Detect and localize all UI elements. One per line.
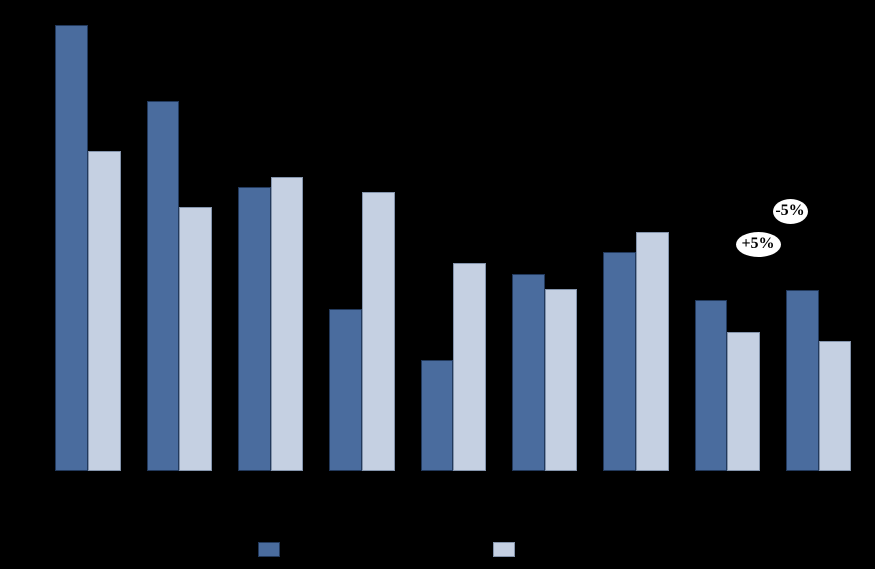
bar-light-blue-group-6 [544,289,578,472]
bar-dark-blue-group-4 [329,309,362,472]
bar-dark-blue-group-6 [511,274,545,472]
bar-light-blue-group-4 [361,192,395,472]
bar-dark-blue-group-9 [785,290,819,472]
bar-light-blue-group-5 [453,263,486,472]
bar-light-blue-group-8 [727,332,760,472]
bar-light-blue-group-3 [270,177,304,472]
bar-light-blue-group-9 [818,341,852,472]
bar-dark-blue-group-3 [237,187,271,472]
bar-light-blue-group-7 [635,232,669,472]
bar-light-blue-group-1 [88,151,121,472]
bar-dark-blue-group-2 [146,101,180,472]
annotation-callout-minus-5pct: -5% [772,198,808,224]
bar-dark-blue-group-8 [694,300,728,472]
bar-light-blue-group-2 [179,207,212,472]
bar-dark-blue-group-1 [55,25,88,472]
bar-dark-blue-group-7 [603,252,636,472]
annotation-callout-plus-5pct: +5% [735,231,781,257]
bar-dark-blue-group-5 [420,360,454,472]
